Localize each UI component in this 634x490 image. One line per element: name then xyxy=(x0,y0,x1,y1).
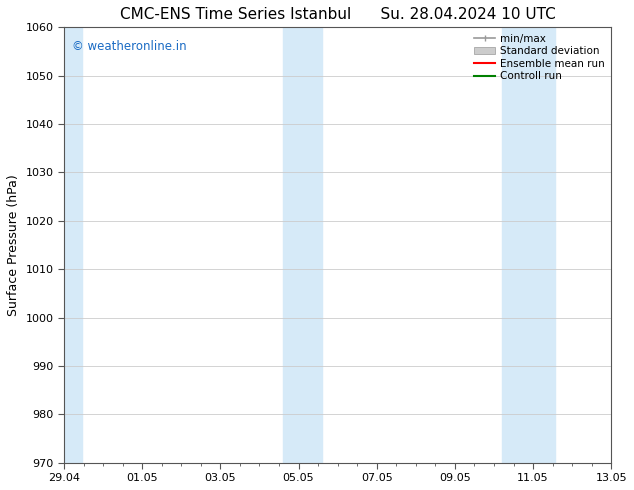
Text: © weatheronline.in: © weatheronline.in xyxy=(72,40,187,53)
Y-axis label: Surface Pressure (hPa): Surface Pressure (hPa) xyxy=(7,174,20,316)
Legend: min/max, Standard deviation, Ensemble mean run, Controll run: min/max, Standard deviation, Ensemble me… xyxy=(470,29,609,86)
Bar xyxy=(501,27,555,463)
Bar xyxy=(64,27,82,463)
Bar xyxy=(283,27,322,463)
Title: CMC-ENS Time Series Istanbul      Su. 28.04.2024 10 UTC: CMC-ENS Time Series Istanbul Su. 28.04.2… xyxy=(120,7,555,22)
